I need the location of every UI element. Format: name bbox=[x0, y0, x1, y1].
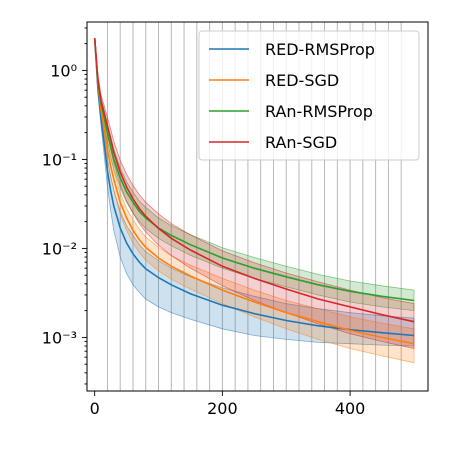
legend-label: RAn-RMSProp bbox=[265, 102, 373, 121]
legend-label: RAn-SGD bbox=[265, 133, 337, 152]
series-band-3 bbox=[94, 38, 415, 349]
y-tick-label: 10⁻¹ bbox=[42, 150, 77, 169]
series-line-1 bbox=[93, 38, 415, 345]
y-tick-label: 10⁰ bbox=[50, 61, 77, 80]
x-tick-label: 0 bbox=[90, 399, 100, 418]
y-tick-label: 10⁻² bbox=[42, 239, 77, 258]
y-tick-label: 10⁻³ bbox=[42, 328, 77, 347]
series-line-3 bbox=[93, 38, 415, 323]
plot-frame bbox=[86, 21, 429, 392]
legend bbox=[198, 30, 420, 161]
series-line-2 bbox=[93, 38, 415, 302]
legend-label: RED-RMSProp bbox=[265, 40, 375, 59]
legend-label: RED-SGD bbox=[265, 71, 339, 90]
series-line-0 bbox=[93, 38, 415, 337]
x-tick-label: 200 bbox=[207, 399, 238, 418]
x-tick-label: 400 bbox=[335, 399, 366, 418]
